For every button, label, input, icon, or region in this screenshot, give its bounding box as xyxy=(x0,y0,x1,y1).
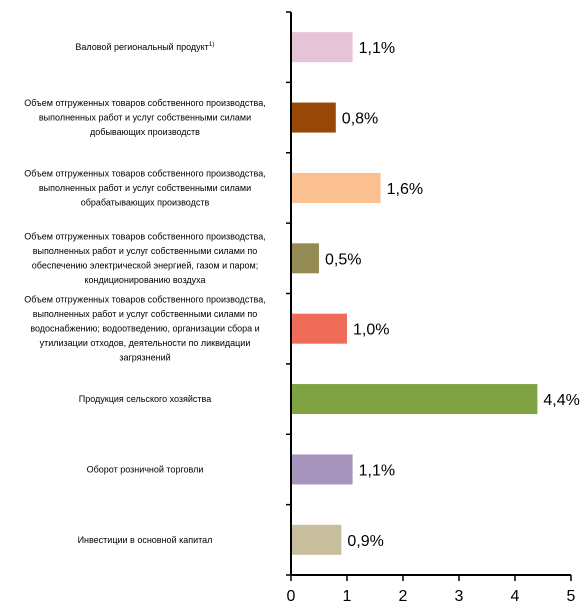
category-label-line: водоснабжению; водоотведению, организаци… xyxy=(30,324,259,334)
category-label-line: Инвестиции в основной капитал xyxy=(78,535,213,545)
bar xyxy=(292,313,347,344)
category-label: Валовой региональный продукт1) xyxy=(75,41,214,52)
axis-ticks-layer: 0 1 2 3 4 5 xyxy=(286,11,576,605)
value-labels-layer: 1,1% 0,8% 1,6% 0,5% 1,0% 4,4% 1,1% 0,9% xyxy=(325,40,580,550)
category-label: Объем отгруженных товаров собственного п… xyxy=(24,232,265,286)
bar-value-label: 1,0% xyxy=(353,322,389,339)
category-label-line: обрабатывающих производств xyxy=(81,197,210,207)
category-label-line: Объем отгруженных товаров собственного п… xyxy=(24,98,265,108)
x-tick-label: 0 xyxy=(287,588,296,605)
bar-value-label: 0,8% xyxy=(342,111,378,128)
bar xyxy=(292,32,353,63)
bars-layer xyxy=(292,32,538,555)
x-tick-label: 2 xyxy=(399,588,408,605)
bar xyxy=(292,172,381,203)
category-label-line: добывающих производств xyxy=(90,127,200,137)
bar xyxy=(292,102,336,133)
x-tick-label: 3 xyxy=(455,588,464,605)
category-label-line: обеспечению электрической энергией, газо… xyxy=(32,261,258,271)
category-label-line: утилизации отходов, деятельности по ликв… xyxy=(40,338,251,348)
category-label: Инвестиции в основной капитал xyxy=(78,535,213,545)
category-labels-layer: Валовой региональный продукт1) Объем отгр… xyxy=(24,41,265,545)
bar-value-label: 0,5% xyxy=(325,251,361,268)
category-label-line: выполненных работ и услуг собственными с… xyxy=(33,246,258,256)
category-label-line: Валовой региональный продукт xyxy=(75,42,208,52)
bar-value-label: 1,6% xyxy=(387,181,423,198)
x-tick-label: 1 xyxy=(343,588,352,605)
category-label: Объем отгруженных товаров собственного п… xyxy=(24,98,265,137)
category-label-line: загрязнений xyxy=(119,353,170,363)
category-label: Оборот розничной торговли xyxy=(87,464,204,474)
bar-value-label: 1,1% xyxy=(359,462,395,479)
category-label-line: выполненных работ и услуг собственными с… xyxy=(39,113,251,123)
category-label: Объем отгруженных товаров собственного п… xyxy=(24,168,265,207)
category-label-line: Продукция сельского хозяйства xyxy=(79,394,211,404)
bar xyxy=(292,384,538,415)
bar xyxy=(292,524,342,555)
x-tick-label: 4 xyxy=(511,588,520,605)
category-label: Объем отгруженных товаров собственного п… xyxy=(24,295,265,363)
bar xyxy=(292,454,353,485)
category-label-line: Объем отгруженных товаров собственного п… xyxy=(24,232,265,242)
bar-value-label: 1,1% xyxy=(359,40,395,57)
category-label-line: выполненных работ и услуг собственными с… xyxy=(33,309,258,319)
category-label-line: кондиционированию воздуха xyxy=(84,275,205,285)
category-label-line: Объем отгруженных товаров собственного п… xyxy=(24,295,265,305)
category-label-line: выполненных работ и услуг собственными с… xyxy=(39,183,251,193)
category-label-line: Оборот розничной торговли xyxy=(87,464,204,474)
bar xyxy=(292,243,319,274)
bar-value-label: 0,9% xyxy=(347,533,383,550)
category-label-line: Объем отгруженных товаров собственного п… xyxy=(24,168,265,178)
category-label: Продукция сельского хозяйства xyxy=(79,394,211,404)
x-tick-label: 5 xyxy=(567,588,576,605)
bar-value-label: 4,4% xyxy=(543,392,579,409)
category-superscript: 1) xyxy=(209,41,215,48)
